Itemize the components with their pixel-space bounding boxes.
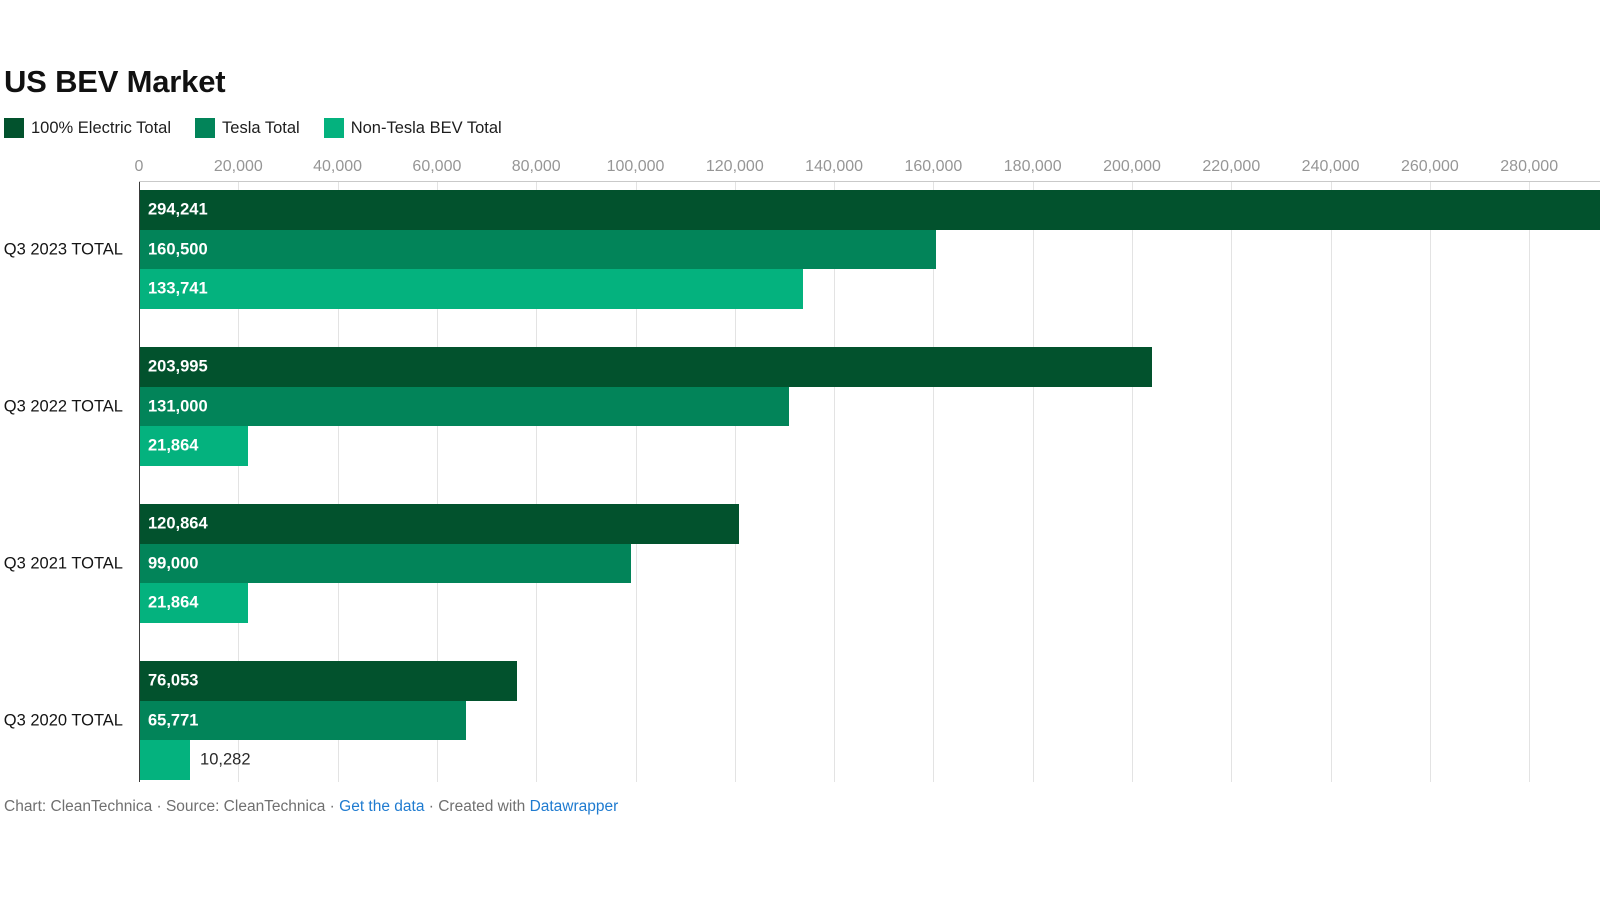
x-tick-label: 200,000 <box>1103 158 1161 175</box>
x-tick-label: 0 <box>134 158 144 175</box>
bar-q3-2023-total-s2: 133,741 <box>139 269 804 310</box>
bar-q3-2022-total-s0: 203,995 <box>139 347 1152 387</box>
gridline <box>238 182 240 782</box>
legend-swatch-icon <box>323 118 344 138</box>
get-the-data-link[interactable]: Get the data <box>339 798 425 815</box>
bar-value-label: 21,864 <box>148 593 199 612</box>
category-label: Q3 2023 TOTAL <box>3 240 123 259</box>
bar-value-label: 133,741 <box>148 279 208 298</box>
x-tick-label: 220,000 <box>1202 158 1261 175</box>
bar-q3-2023-total-s0: 294,241 <box>139 190 1600 230</box>
bar-q3-2023-total-s1: 160,500 <box>139 229 936 270</box>
x-tick-label: 20,000 <box>213 158 263 175</box>
x-tick-label: 100,000 <box>606 158 665 175</box>
legend-swatch-icon <box>4 118 24 138</box>
gridline <box>734 182 736 782</box>
bar-q3-2022-total-s2: 21,864 <box>139 426 248 467</box>
bar-value-label: 21,864 <box>148 436 199 455</box>
bar-value-label: 65,771 <box>148 711 199 730</box>
x-tick-label: 120,000 <box>705 158 764 175</box>
bar-value-label: 99,000 <box>148 554 199 573</box>
x-tick-label: 260,000 <box>1400 158 1459 175</box>
x-axis-line <box>139 181 1600 182</box>
gridline <box>337 182 339 782</box>
gridline <box>1529 182 1531 782</box>
footer-attribution: Chart: CleanTechnica · Source: CleanTech… <box>4 798 335 815</box>
legend-item: 100% Electric Total <box>4 118 171 138</box>
bar-q3-2022-total-s1: 131,000 <box>139 386 790 427</box>
x-tick-label: 280,000 <box>1500 158 1559 175</box>
x-tick-label: 40,000 <box>313 158 363 175</box>
legend: 100% Electric Total Tesla Total Non-Tesl… <box>4 118 502 138</box>
gridline <box>1429 182 1431 782</box>
legend-item: Non-Tesla BEV Total <box>323 118 502 138</box>
bar-q3-2020-total-s1: 65,771 <box>139 700 466 741</box>
bar-q3-2021-total-s0: 120,864 <box>139 504 740 544</box>
chart-footer: Chart: CleanTechnica · Source: CleanTech… <box>4 798 618 816</box>
bar-value-label: 160,500 <box>148 240 208 259</box>
zero-baseline <box>139 182 140 782</box>
category-label: Q3 2021 TOTAL <box>3 554 123 573</box>
bar-value-label: 131,000 <box>148 397 208 416</box>
gridline <box>1330 182 1332 782</box>
chart-title: US BEV Market <box>4 64 226 99</box>
bar-value-label: 203,995 <box>148 357 208 376</box>
x-tick-label: 60,000 <box>412 158 462 175</box>
legend-label: 100% Electric Total <box>31 118 172 137</box>
bar-value-label: 120,864 <box>148 514 208 533</box>
bar-q3-2020-total-s2: 10,282 <box>139 740 251 781</box>
legend-item: Tesla Total <box>195 118 300 138</box>
category-label: Q3 2022 TOTAL <box>3 397 123 416</box>
category-label: Q3 2020 TOTAL <box>3 711 123 730</box>
legend-label: Non-Tesla BEV Total <box>350 118 502 137</box>
bar-value-label: 294,241 <box>148 200 208 219</box>
gridline <box>1032 182 1034 782</box>
legend-label: Tesla Total <box>222 118 300 137</box>
footer-created-with: · Created with <box>428 798 526 815</box>
x-tick-label: 180,000 <box>1003 158 1062 175</box>
bar-value-label: 76,053 <box>148 671 199 690</box>
datawrapper-link[interactable]: Datawrapper <box>529 798 619 815</box>
gridline <box>536 182 538 782</box>
x-tick-label: 80,000 <box>511 158 561 175</box>
gridline <box>1231 182 1233 782</box>
gridline <box>436 182 438 782</box>
bar-q3-2021-total-s1: 99,000 <box>139 543 631 584</box>
gridline <box>635 182 637 782</box>
x-tick-label: 140,000 <box>805 158 864 175</box>
gridline <box>834 182 836 782</box>
gridline <box>933 182 935 782</box>
x-tick-label: 160,000 <box>904 158 963 175</box>
gridline <box>1132 182 1133 782</box>
bar-q3-2020-total-s0: 76,053 <box>139 661 517 701</box>
bar-q3-2021-total-s2: 21,864 <box>139 583 248 624</box>
bar-value-label: 10,282 <box>200 750 251 769</box>
legend-swatch-icon <box>195 118 216 138</box>
plot-area: 294,241 160,500 133,741 203,995 131,000 21,86… <box>139 182 1600 782</box>
x-tick-label: 240,000 <box>1301 158 1360 175</box>
